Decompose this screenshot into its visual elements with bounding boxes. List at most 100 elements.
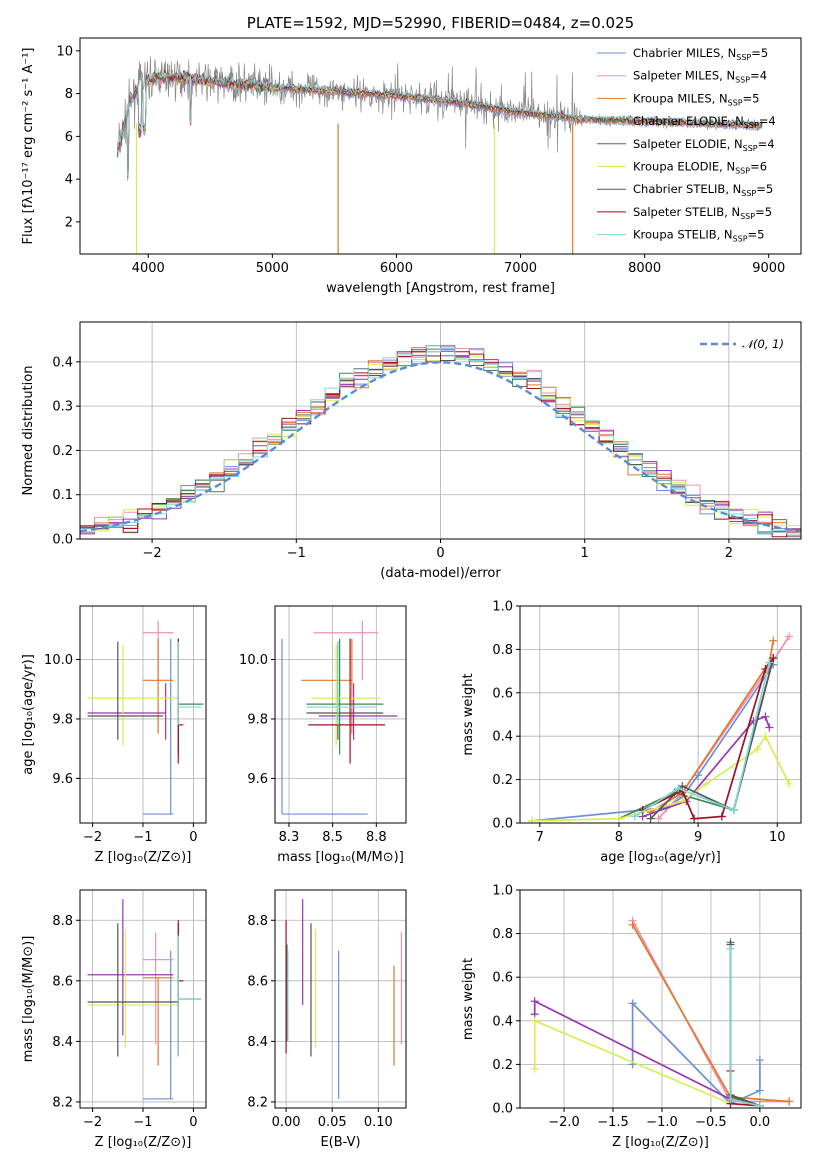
age_vs_mass-plot-area: [281, 620, 398, 815]
weight-marker: [674, 784, 683, 793]
y-tick-label: 0.4: [492, 730, 513, 745]
weight-line: [729, 942, 761, 1107]
spectrum-plot-area: [116, 56, 763, 254]
legend-sub: SSP: [740, 212, 755, 221]
weight-line: [642, 657, 774, 820]
mass_vs_Z-panel: −2 −1 0 8.2 8.4 8.6 8.8 Z [log₁₀(Z/Z⊙)] mass [lo…: [21, 889, 207, 1150]
weight-line: [729, 944, 761, 1107]
x-axis-label: wavelength [Angstrom, rest frame]: [326, 281, 555, 296]
weight-marker: [761, 712, 770, 721]
weight-marker: [702, 779, 711, 788]
legend-name: Kroupa ELODIE, N: [633, 160, 735, 174]
axes-frame: [519, 889, 802, 1109]
x-tick-label: −1.5: [597, 1115, 629, 1130]
x-tick-label: 0.00: [272, 1115, 301, 1130]
axes-frame: [274, 889, 407, 1109]
x-tick-label: 7: [536, 830, 544, 845]
legend-entry: Kroupa MILES, NSSP=5: [633, 91, 759, 107]
spectrum-panel: 4000 5000 6000 7000 8000 9000 2 4 6 8 10 wavelength…: [21, 37, 802, 296]
legend-name: Salpeter ELODIE, N: [633, 137, 743, 151]
model-spectrum-line: [117, 69, 763, 175]
weight-marker: [694, 771, 703, 780]
axes-frame: [79, 321, 802, 540]
y-tick-label: 1.0: [492, 600, 513, 615]
y-tick-label: 0.4: [492, 1014, 513, 1029]
legend-entry: Chabrier STELIB, NSSP=5: [633, 182, 773, 198]
legend-tail: =5: [751, 46, 768, 60]
x-tick-label: −2: [83, 830, 102, 845]
legend-entry: 𝒩(0, 1): [742, 337, 784, 351]
legend-entry: Salpeter MILES, NSSP=4: [633, 69, 767, 85]
weight-marker: [755, 1086, 764, 1095]
x-axis-label: age [log₁₀(age/yr)]: [600, 850, 721, 865]
weight-marker: [530, 997, 539, 1006]
weight-marker: [646, 814, 655, 823]
x-tick-label: 8.5: [322, 830, 343, 845]
y-tick-label: 0.2: [52, 444, 73, 459]
weight-marker: [729, 805, 738, 814]
y-tick-label: 0.0: [52, 533, 73, 548]
x-tick-label: 8000: [628, 261, 661, 276]
y-tick-label: 6: [65, 130, 73, 145]
y-tick-label: 9.8: [247, 712, 268, 727]
legend-tail: =5: [755, 205, 772, 219]
y-tick-label: 8.8: [247, 914, 268, 929]
x-tick-label: 0.10: [364, 1115, 393, 1130]
weight-marker: [614, 814, 623, 823]
x-axis-label: Z [log₁₀(Z/Z⊙)]: [95, 850, 192, 865]
weight-marker: [761, 732, 770, 741]
legend-sub: SSP: [728, 98, 743, 107]
mass_vs_ebv-plot-area: [285, 899, 402, 1099]
x-axis-label: Z [log₁₀(Z/Z⊙)]: [612, 1135, 709, 1150]
x-tick-label: 0: [189, 830, 197, 845]
y-tick-label: 8.2: [247, 1095, 268, 1110]
legend-sub: SSP: [743, 144, 758, 153]
y-axis-label: age [log₁₀(age/yr)]: [21, 654, 36, 775]
x-tick-label: −1.0: [646, 1115, 678, 1130]
histogram-step: [80, 348, 801, 538]
weight_vs_Z-plot-area: [530, 916, 794, 1108]
weight_vs_age-panel: 7 8 9 10 0.0 0.2 0.4 0.6 0.8 1.0 age [log₁₀(age/yr…: [461, 600, 802, 865]
x-tick-label: 5000: [256, 261, 289, 276]
weight-marker: [755, 1101, 764, 1108]
x-axis-label: (data-model)/error: [380, 566, 501, 581]
weight-marker: [530, 1016, 539, 1025]
weight-marker: [678, 797, 687, 806]
x-tick-label: −0.5: [695, 1115, 727, 1130]
chart-title: PLATE=1592, MJD=52990, FIBERID=0484, z=0…: [247, 14, 634, 32]
y-tick-label: 0.3: [52, 400, 73, 415]
legend-name: Chabrier ELODIE, N: [633, 114, 744, 128]
legend-sub: SSP: [741, 189, 756, 198]
weight_vs_Z-panel: −2.0 −1.5 −1.0 −0.5 0.0 0.0 0.2 0.4 0.6 0.8 1.0 Z […: [461, 884, 802, 1150]
legend-name: Chabrier STELIB, N: [633, 182, 741, 196]
x-tick-label: −1: [133, 1115, 152, 1130]
weight-marker: [717, 812, 726, 821]
y-axis-label: Flux [fλ10⁻¹⁷ erg cm⁻² s⁻¹ A⁻¹]: [21, 48, 36, 245]
x-tick-label: 0: [189, 1115, 197, 1130]
age_vs_Z-plot-area: [87, 620, 204, 815]
y-tick-label: 4: [65, 173, 73, 188]
y-tick-label: 8.6: [52, 974, 73, 989]
axes-frame: [79, 605, 207, 824]
y-tick-label: 10: [56, 44, 73, 59]
age_vs_mass-panel: 8.3 8.5 8.8 9.6 9.8 10.0 mass [log₁₀(M/M⊙)]: [239, 605, 407, 865]
legend-entry: Salpeter ELODIE, NSSP=4: [633, 137, 775, 153]
weight-marker: [785, 632, 794, 641]
x-tick-label: 2: [725, 546, 733, 561]
legend-sub: SSP: [744, 121, 759, 130]
x-tick-label: 0: [436, 546, 444, 561]
y-tick-label: 0.6: [492, 686, 513, 701]
weight-marker: [753, 745, 762, 754]
legend-entry: Salpeter STELIB, NSSP=5: [633, 205, 772, 221]
x-tick-label: 1: [581, 546, 589, 561]
legend-tail: =4: [750, 69, 767, 83]
legend-name: Chabrier MILES, N: [633, 46, 736, 60]
legend-sub: SSP: [733, 235, 748, 244]
y-axis-label: mass weight: [461, 673, 476, 755]
weight-marker: [527, 816, 536, 823]
age_vs_Z-panel: −2 −1 0 9.6 9.8 10.0 Z [log₁₀(Z/Z⊙)] age [log₁₀…: [21, 605, 207, 865]
y-tick-label: 0.8: [492, 927, 513, 942]
y-tick-label: 0.2: [492, 1058, 513, 1073]
legend-entry: Chabrier ELODIE, NSSP=4: [633, 114, 776, 130]
